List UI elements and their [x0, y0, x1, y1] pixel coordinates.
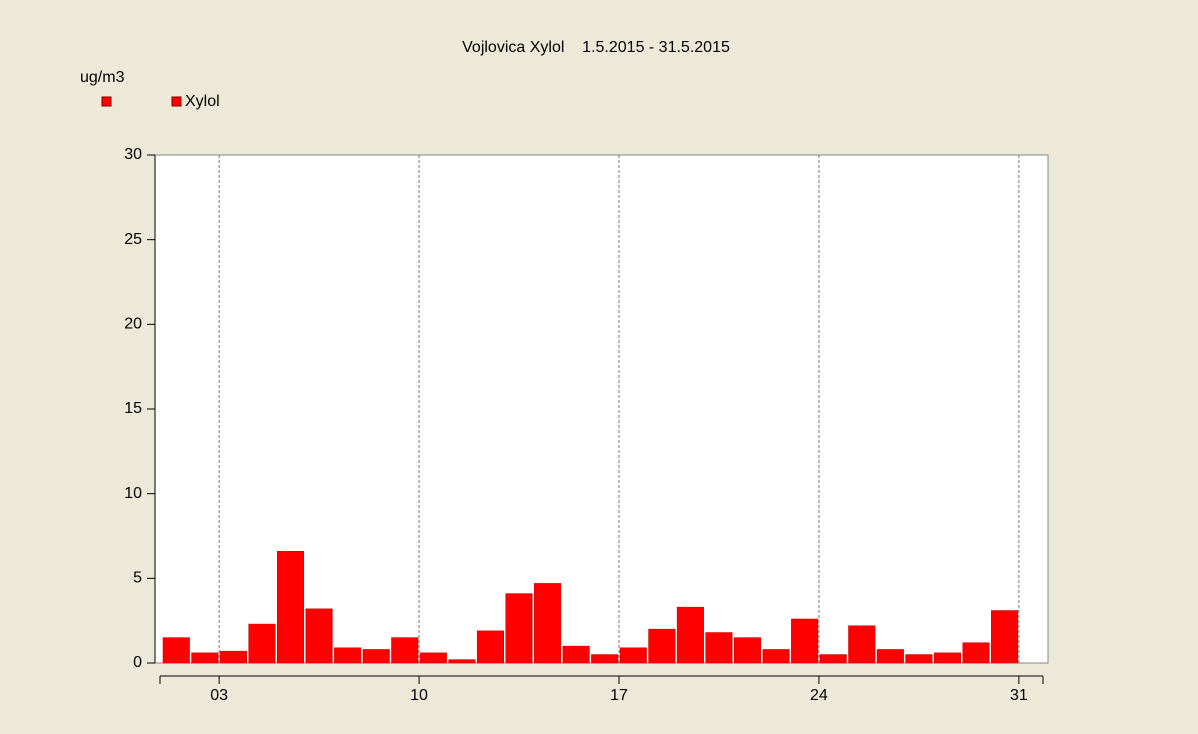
- legend-label: Xylol: [185, 93, 220, 110]
- bar: [562, 645, 590, 664]
- x-tick-label: 10: [410, 687, 428, 704]
- chart-title: Vojlovica Xylol 1.5.2015 - 31.5.2015: [462, 39, 730, 56]
- bar: [676, 606, 704, 664]
- y-tick-label: 25: [124, 231, 142, 248]
- bar: [362, 649, 390, 664]
- bar: [819, 654, 847, 664]
- bar: [219, 650, 247, 664]
- bar: [534, 583, 562, 664]
- bar: [619, 647, 647, 664]
- bar: [876, 649, 904, 664]
- y-tick-label: 0: [133, 654, 142, 671]
- x-tick-label: 24: [810, 687, 828, 704]
- bar: [591, 654, 619, 664]
- x-tick-label: 03: [210, 687, 228, 704]
- legend-marker: [101, 96, 112, 107]
- y-tick-label: 15: [124, 400, 142, 417]
- bar: [162, 637, 190, 664]
- bar: [991, 610, 1019, 664]
- bar: [733, 637, 762, 664]
- bar: [505, 593, 533, 664]
- bar: [705, 632, 733, 664]
- y-tick-label: 20: [124, 316, 142, 333]
- y-tick-label: 10: [124, 485, 142, 502]
- legend-marker: [171, 96, 182, 107]
- bar: [791, 618, 819, 664]
- bar: [648, 628, 676, 664]
- bar: [305, 608, 333, 664]
- bar: [276, 550, 305, 664]
- bar: [448, 659, 476, 664]
- x-tick-label: 17: [610, 687, 628, 704]
- bar: [248, 623, 276, 664]
- y-tick-label: 5: [133, 570, 142, 587]
- bar: [762, 649, 790, 664]
- bar: [419, 652, 447, 664]
- bar: [391, 637, 419, 664]
- bar: [905, 654, 933, 664]
- bar: [334, 647, 362, 664]
- y-axis-label: ug/m3: [80, 69, 125, 86]
- bar: [848, 625, 876, 664]
- bar: [933, 652, 961, 664]
- bar: [476, 630, 504, 664]
- bar: [191, 652, 219, 664]
- x-tick-label: 31: [1010, 687, 1028, 704]
- bar: [962, 642, 990, 664]
- y-tick-label: 30: [124, 146, 142, 163]
